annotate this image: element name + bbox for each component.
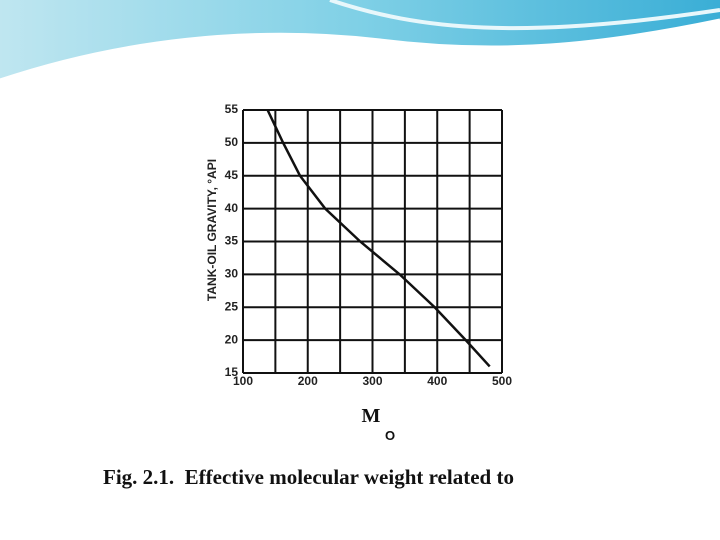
y-tick-label: 55 xyxy=(225,102,239,116)
y-tick-label: 25 xyxy=(225,299,239,313)
x-tick-label: 300 xyxy=(362,374,382,388)
y-tick-label: 35 xyxy=(225,234,239,248)
y-tick-label: 50 xyxy=(225,135,239,149)
swoosh-line xyxy=(329,0,720,31)
x-axis-label-sub: O xyxy=(385,428,395,443)
y-tick-label: 40 xyxy=(225,201,239,215)
data-line xyxy=(266,109,491,368)
x-tick-label: 500 xyxy=(492,374,512,388)
x-tick-label: 200 xyxy=(298,374,318,388)
header-swoosh xyxy=(0,0,720,80)
y-tick-label: 20 xyxy=(225,332,239,346)
y-tick-label: 45 xyxy=(225,168,239,182)
x-tick-label: 100 xyxy=(233,374,253,388)
x-tick-label: 400 xyxy=(427,374,447,388)
y-axis-label: TANK-OIL GRAVITY, °API xyxy=(205,159,219,301)
caption: Fig. 2.1. Effective molecular weight rel… xyxy=(103,465,514,489)
x-axis-label: M xyxy=(362,405,381,427)
swoosh-line xyxy=(0,18,720,82)
y-tick-label: 30 xyxy=(225,267,239,281)
y-tick-label: 15 xyxy=(225,365,239,379)
